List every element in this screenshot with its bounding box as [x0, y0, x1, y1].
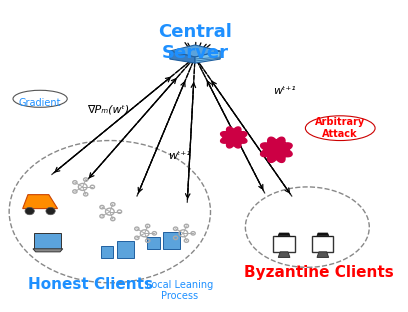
Polygon shape	[163, 232, 180, 249]
Polygon shape	[33, 249, 63, 252]
Polygon shape	[117, 241, 134, 258]
Polygon shape	[278, 233, 290, 236]
Polygon shape	[317, 233, 329, 236]
Ellipse shape	[306, 116, 375, 140]
Text: Local Leaning
Process: Local Leaning Process	[146, 280, 213, 301]
Polygon shape	[170, 45, 220, 57]
Polygon shape	[147, 237, 160, 249]
Text: wᵗ⁺¹: wᵗ⁺¹	[273, 86, 295, 96]
Polygon shape	[23, 195, 58, 208]
Polygon shape	[170, 51, 195, 63]
Polygon shape	[312, 236, 333, 252]
Circle shape	[25, 207, 34, 215]
Polygon shape	[261, 137, 292, 163]
Polygon shape	[221, 127, 247, 148]
Polygon shape	[278, 252, 290, 257]
Text: wᵗ⁺¹: wᵗ⁺¹	[168, 151, 191, 161]
Text: Honest Clients: Honest Clients	[28, 277, 153, 292]
Circle shape	[46, 207, 55, 215]
Text: ∇Pₘ(wᵗ): ∇Pₘ(wᵗ)	[86, 105, 129, 115]
Polygon shape	[34, 233, 62, 249]
Text: Central
Server: Central Server	[158, 23, 232, 62]
Polygon shape	[101, 246, 113, 258]
Text: Byzantine Clients: Byzantine Clients	[244, 265, 394, 280]
Polygon shape	[195, 51, 220, 63]
Ellipse shape	[13, 90, 67, 107]
Polygon shape	[317, 252, 328, 257]
Text: Arbitrary
Attack: Arbitrary Attack	[315, 117, 366, 139]
Polygon shape	[273, 236, 295, 252]
Text: Gradient: Gradient	[19, 98, 61, 109]
